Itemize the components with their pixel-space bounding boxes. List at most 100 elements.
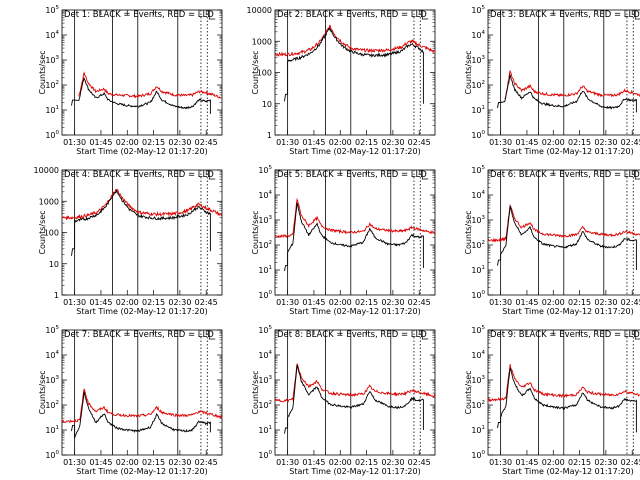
y-tick-label: 102 [471, 400, 485, 410]
red-lld-series [275, 363, 435, 403]
x-axis-label: Start Time (02-May-12 01:17:20) [502, 307, 633, 316]
x-tick-label: 01:30 [489, 298, 512, 307]
x-tick-label: 02:15 [568, 298, 591, 307]
y-tick-label: 102 [258, 400, 272, 410]
x-tick-label: 02:30 [594, 138, 617, 147]
x-tick-label: 01:45 [515, 298, 538, 307]
y-axis-label: Counts/sec [251, 50, 260, 94]
black-events-series [497, 74, 637, 113]
panel-title: Det 1: BLACK = Events, RED = LLD [64, 10, 214, 20]
detector-panel-3: Det 3: BLACK = Events, RED = LLD 100 101 10… [464, 5, 640, 156]
y-tick-label: 100 [44, 229, 59, 238]
y-tick-label: 10000 [247, 6, 272, 15]
y-tick-label: 10000 [34, 166, 59, 175]
y-tick-label: 100 [45, 130, 59, 140]
y-tick-label: 100 [257, 69, 272, 78]
x-tick-label: 01:30 [276, 458, 299, 467]
x-tick-label: 01:45 [302, 298, 325, 307]
y-tick-label: 105 [471, 325, 485, 335]
panel-title: Det 5: BLACK = Events, RED = LLD [277, 170, 427, 180]
y-tick-label: 104 [45, 350, 59, 360]
x-tick-label: 02:45 [621, 458, 640, 467]
x-tick-label: 02:30 [381, 138, 404, 147]
y-tick-label: 102 [45, 80, 59, 90]
x-tick-label: 02:00 [116, 458, 139, 467]
red-lld-series [62, 388, 222, 423]
x-tick-label: 02:15 [142, 138, 165, 147]
x-tick-label: 02:45 [408, 138, 431, 147]
y-tick-label: 105 [45, 5, 59, 15]
time-bracket-marker [208, 171, 216, 180]
x-tick-label: 02:00 [542, 138, 565, 147]
panel-title: Det 4: BLACK = Events, RED = LLD [64, 170, 214, 180]
black-events-series [497, 205, 637, 270]
red-lld-series [275, 197, 435, 239]
y-axis-label: Counts/sec [464, 210, 473, 254]
detector-panel-5: Det 5: BLACK = Events, RED = LLD 100 101 10… [251, 165, 436, 316]
y-tick-label: 101 [258, 265, 272, 275]
y-tick-label: 100 [45, 450, 59, 460]
time-bracket-marker [634, 331, 640, 340]
x-tick-label: 02:15 [568, 458, 591, 467]
x-axis-label: Start Time (02-May-12 01:17:20) [289, 147, 420, 156]
y-tick-label: 103 [45, 375, 59, 385]
x-tick-label: 02:00 [542, 458, 565, 467]
x-tick-label: 01:45 [515, 138, 538, 147]
y-tick-label: 105 [258, 325, 272, 335]
x-tick-label: 01:30 [276, 298, 299, 307]
black-events-series [71, 77, 211, 114]
plot-frame [274, 329, 436, 456]
y-tick-label: 103 [471, 55, 485, 65]
y-tick-label: 103 [45, 55, 59, 65]
detector-panel-4: Det 4: BLACK = Events, RED = LLD 1 10 100 10… [34, 166, 223, 316]
y-tick-label: 102 [258, 240, 272, 250]
detector-panel-7: Det 7: BLACK = Events, RED = LLD 100 101 10… [38, 325, 223, 476]
y-tick-label: 100 [258, 450, 272, 460]
x-tick-label: 02:15 [142, 298, 165, 307]
y-tick-label: 104 [471, 190, 485, 200]
panel-title: Det 6: BLACK = Events, RED = LLD [490, 170, 640, 180]
x-tick-label: 01:30 [489, 458, 512, 467]
y-tick-label: 10 [49, 260, 59, 269]
y-tick-label: 101 [471, 265, 485, 275]
time-bracket-marker [421, 171, 429, 180]
panel-title: Det 3: BLACK = Events, RED = LLD [490, 10, 640, 20]
time-bracket-marker [634, 11, 640, 20]
x-tick-label: 01:45 [515, 458, 538, 467]
y-tick-label: 1 [267, 131, 272, 140]
y-axis-label: Counts/sec [38, 370, 47, 414]
y-tick-label: 102 [45, 400, 59, 410]
red-lld-series [78, 71, 222, 99]
detector-panel-6: Det 6: BLACK = Events, RED = LLD 100 101 10… [464, 165, 640, 316]
x-tick-label: 02:30 [381, 458, 404, 467]
x-tick-label: 02:45 [408, 458, 431, 467]
red-lld-series [488, 203, 640, 243]
y-tick-label: 103 [471, 375, 485, 385]
black-events-series [71, 391, 211, 439]
y-tick-label: 104 [258, 190, 272, 200]
red-lld-series [275, 24, 435, 57]
y-tick-label: 105 [45, 325, 59, 335]
x-tick-label: 02:00 [116, 298, 139, 307]
x-tick-label: 02:15 [355, 298, 378, 307]
y-tick-label: 102 [471, 240, 485, 250]
x-tick-label: 02:45 [621, 138, 640, 147]
plot-frame [487, 169, 640, 296]
detector-panel-1: Det 1: BLACK = Events, RED = LLD 100 101 10… [38, 5, 223, 156]
x-tick-label: 01:30 [63, 138, 86, 147]
y-tick-label: 101 [45, 425, 59, 435]
black-events-series [497, 367, 637, 433]
y-tick-label: 102 [471, 80, 485, 90]
x-axis-label: Start Time (02-May-12 01:17:20) [289, 307, 420, 316]
x-tick-label: 02:00 [116, 138, 139, 147]
detector-panel-2: Det 2: BLACK = Events, RED = LLD 1 10 100 10… [247, 6, 436, 156]
y-tick-label: 105 [471, 5, 485, 15]
y-tick-label: 1000 [252, 37, 272, 46]
x-tick-label: 02:15 [142, 458, 165, 467]
x-tick-label: 01:45 [89, 458, 112, 467]
x-tick-label: 01:30 [63, 298, 86, 307]
time-bracket-marker [421, 11, 429, 20]
time-bracket-marker [421, 331, 429, 340]
x-tick-label: 02:00 [329, 138, 352, 147]
x-tick-label: 02:30 [594, 458, 617, 467]
